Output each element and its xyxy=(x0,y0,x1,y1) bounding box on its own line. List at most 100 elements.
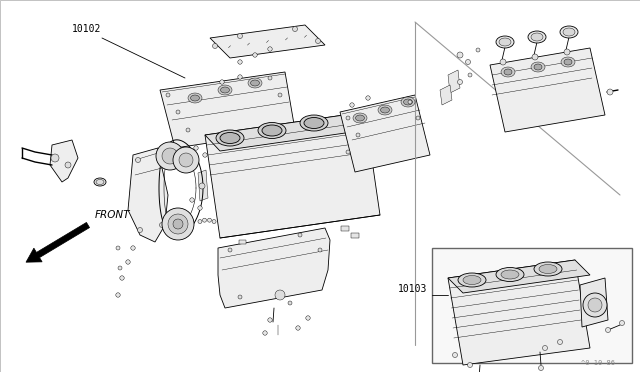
Circle shape xyxy=(159,222,164,228)
Polygon shape xyxy=(440,85,452,105)
Circle shape xyxy=(131,246,135,250)
Ellipse shape xyxy=(220,132,240,144)
Circle shape xyxy=(126,260,130,264)
Circle shape xyxy=(588,298,602,312)
Polygon shape xyxy=(153,176,162,205)
Circle shape xyxy=(457,52,463,58)
Circle shape xyxy=(564,49,570,55)
Circle shape xyxy=(476,48,480,52)
Circle shape xyxy=(292,26,298,32)
Polygon shape xyxy=(50,140,78,182)
Circle shape xyxy=(532,54,538,60)
Circle shape xyxy=(465,60,470,64)
Circle shape xyxy=(275,290,285,300)
Circle shape xyxy=(173,219,183,229)
Bar xyxy=(432,248,632,363)
Ellipse shape xyxy=(258,122,286,138)
Text: 10103: 10103 xyxy=(398,284,428,294)
Ellipse shape xyxy=(378,105,392,115)
Circle shape xyxy=(237,33,243,38)
Ellipse shape xyxy=(403,99,413,105)
Circle shape xyxy=(346,116,350,120)
Circle shape xyxy=(238,75,242,79)
Ellipse shape xyxy=(534,262,562,276)
Bar xyxy=(351,232,359,237)
Circle shape xyxy=(166,93,170,97)
Circle shape xyxy=(278,93,282,97)
Polygon shape xyxy=(580,278,608,327)
Polygon shape xyxy=(218,228,330,308)
Circle shape xyxy=(176,110,180,114)
Polygon shape xyxy=(448,260,590,365)
Circle shape xyxy=(220,80,224,84)
Circle shape xyxy=(557,340,563,344)
Circle shape xyxy=(500,59,506,65)
Circle shape xyxy=(416,116,420,120)
Circle shape xyxy=(228,248,232,252)
Ellipse shape xyxy=(216,130,244,146)
Circle shape xyxy=(346,150,350,154)
Circle shape xyxy=(298,233,302,237)
Circle shape xyxy=(202,218,207,222)
Ellipse shape xyxy=(563,28,575,36)
Circle shape xyxy=(543,346,547,350)
Polygon shape xyxy=(205,112,380,151)
Ellipse shape xyxy=(300,115,328,131)
Circle shape xyxy=(203,153,207,157)
Polygon shape xyxy=(448,260,590,293)
Polygon shape xyxy=(448,70,460,93)
Polygon shape xyxy=(160,72,295,148)
Ellipse shape xyxy=(501,270,519,279)
Ellipse shape xyxy=(534,64,542,70)
Circle shape xyxy=(538,366,543,371)
Circle shape xyxy=(306,316,310,320)
Circle shape xyxy=(156,142,184,170)
Circle shape xyxy=(366,96,370,100)
Circle shape xyxy=(162,148,178,164)
Circle shape xyxy=(65,162,71,168)
Circle shape xyxy=(452,353,458,357)
Ellipse shape xyxy=(218,85,232,95)
Circle shape xyxy=(194,146,198,150)
Circle shape xyxy=(212,219,216,224)
Circle shape xyxy=(288,301,292,305)
Circle shape xyxy=(356,133,360,137)
Circle shape xyxy=(316,38,321,44)
Ellipse shape xyxy=(221,87,230,93)
Polygon shape xyxy=(198,170,208,201)
Ellipse shape xyxy=(353,113,367,123)
Ellipse shape xyxy=(250,80,259,86)
Circle shape xyxy=(620,321,625,326)
Circle shape xyxy=(263,331,267,335)
Ellipse shape xyxy=(94,178,106,186)
Ellipse shape xyxy=(463,276,481,285)
Text: 10102: 10102 xyxy=(72,24,101,34)
Ellipse shape xyxy=(248,78,262,88)
Circle shape xyxy=(186,128,190,132)
Circle shape xyxy=(138,228,143,232)
Circle shape xyxy=(583,293,607,317)
Ellipse shape xyxy=(504,69,512,75)
Polygon shape xyxy=(210,25,325,58)
FancyArrow shape xyxy=(26,222,90,262)
Circle shape xyxy=(51,154,59,162)
Circle shape xyxy=(116,293,120,297)
Ellipse shape xyxy=(401,97,415,107)
Circle shape xyxy=(190,198,194,202)
Circle shape xyxy=(468,73,472,77)
Circle shape xyxy=(120,276,124,280)
Bar xyxy=(341,225,349,231)
Ellipse shape xyxy=(381,107,390,113)
Polygon shape xyxy=(205,112,380,238)
Circle shape xyxy=(607,89,613,95)
Circle shape xyxy=(253,53,257,57)
Circle shape xyxy=(458,80,463,84)
Ellipse shape xyxy=(262,125,282,136)
Circle shape xyxy=(238,295,242,299)
Ellipse shape xyxy=(539,264,557,273)
Circle shape xyxy=(408,100,412,104)
Circle shape xyxy=(268,76,272,80)
Ellipse shape xyxy=(355,115,365,121)
Polygon shape xyxy=(128,148,168,242)
Polygon shape xyxy=(340,95,430,172)
